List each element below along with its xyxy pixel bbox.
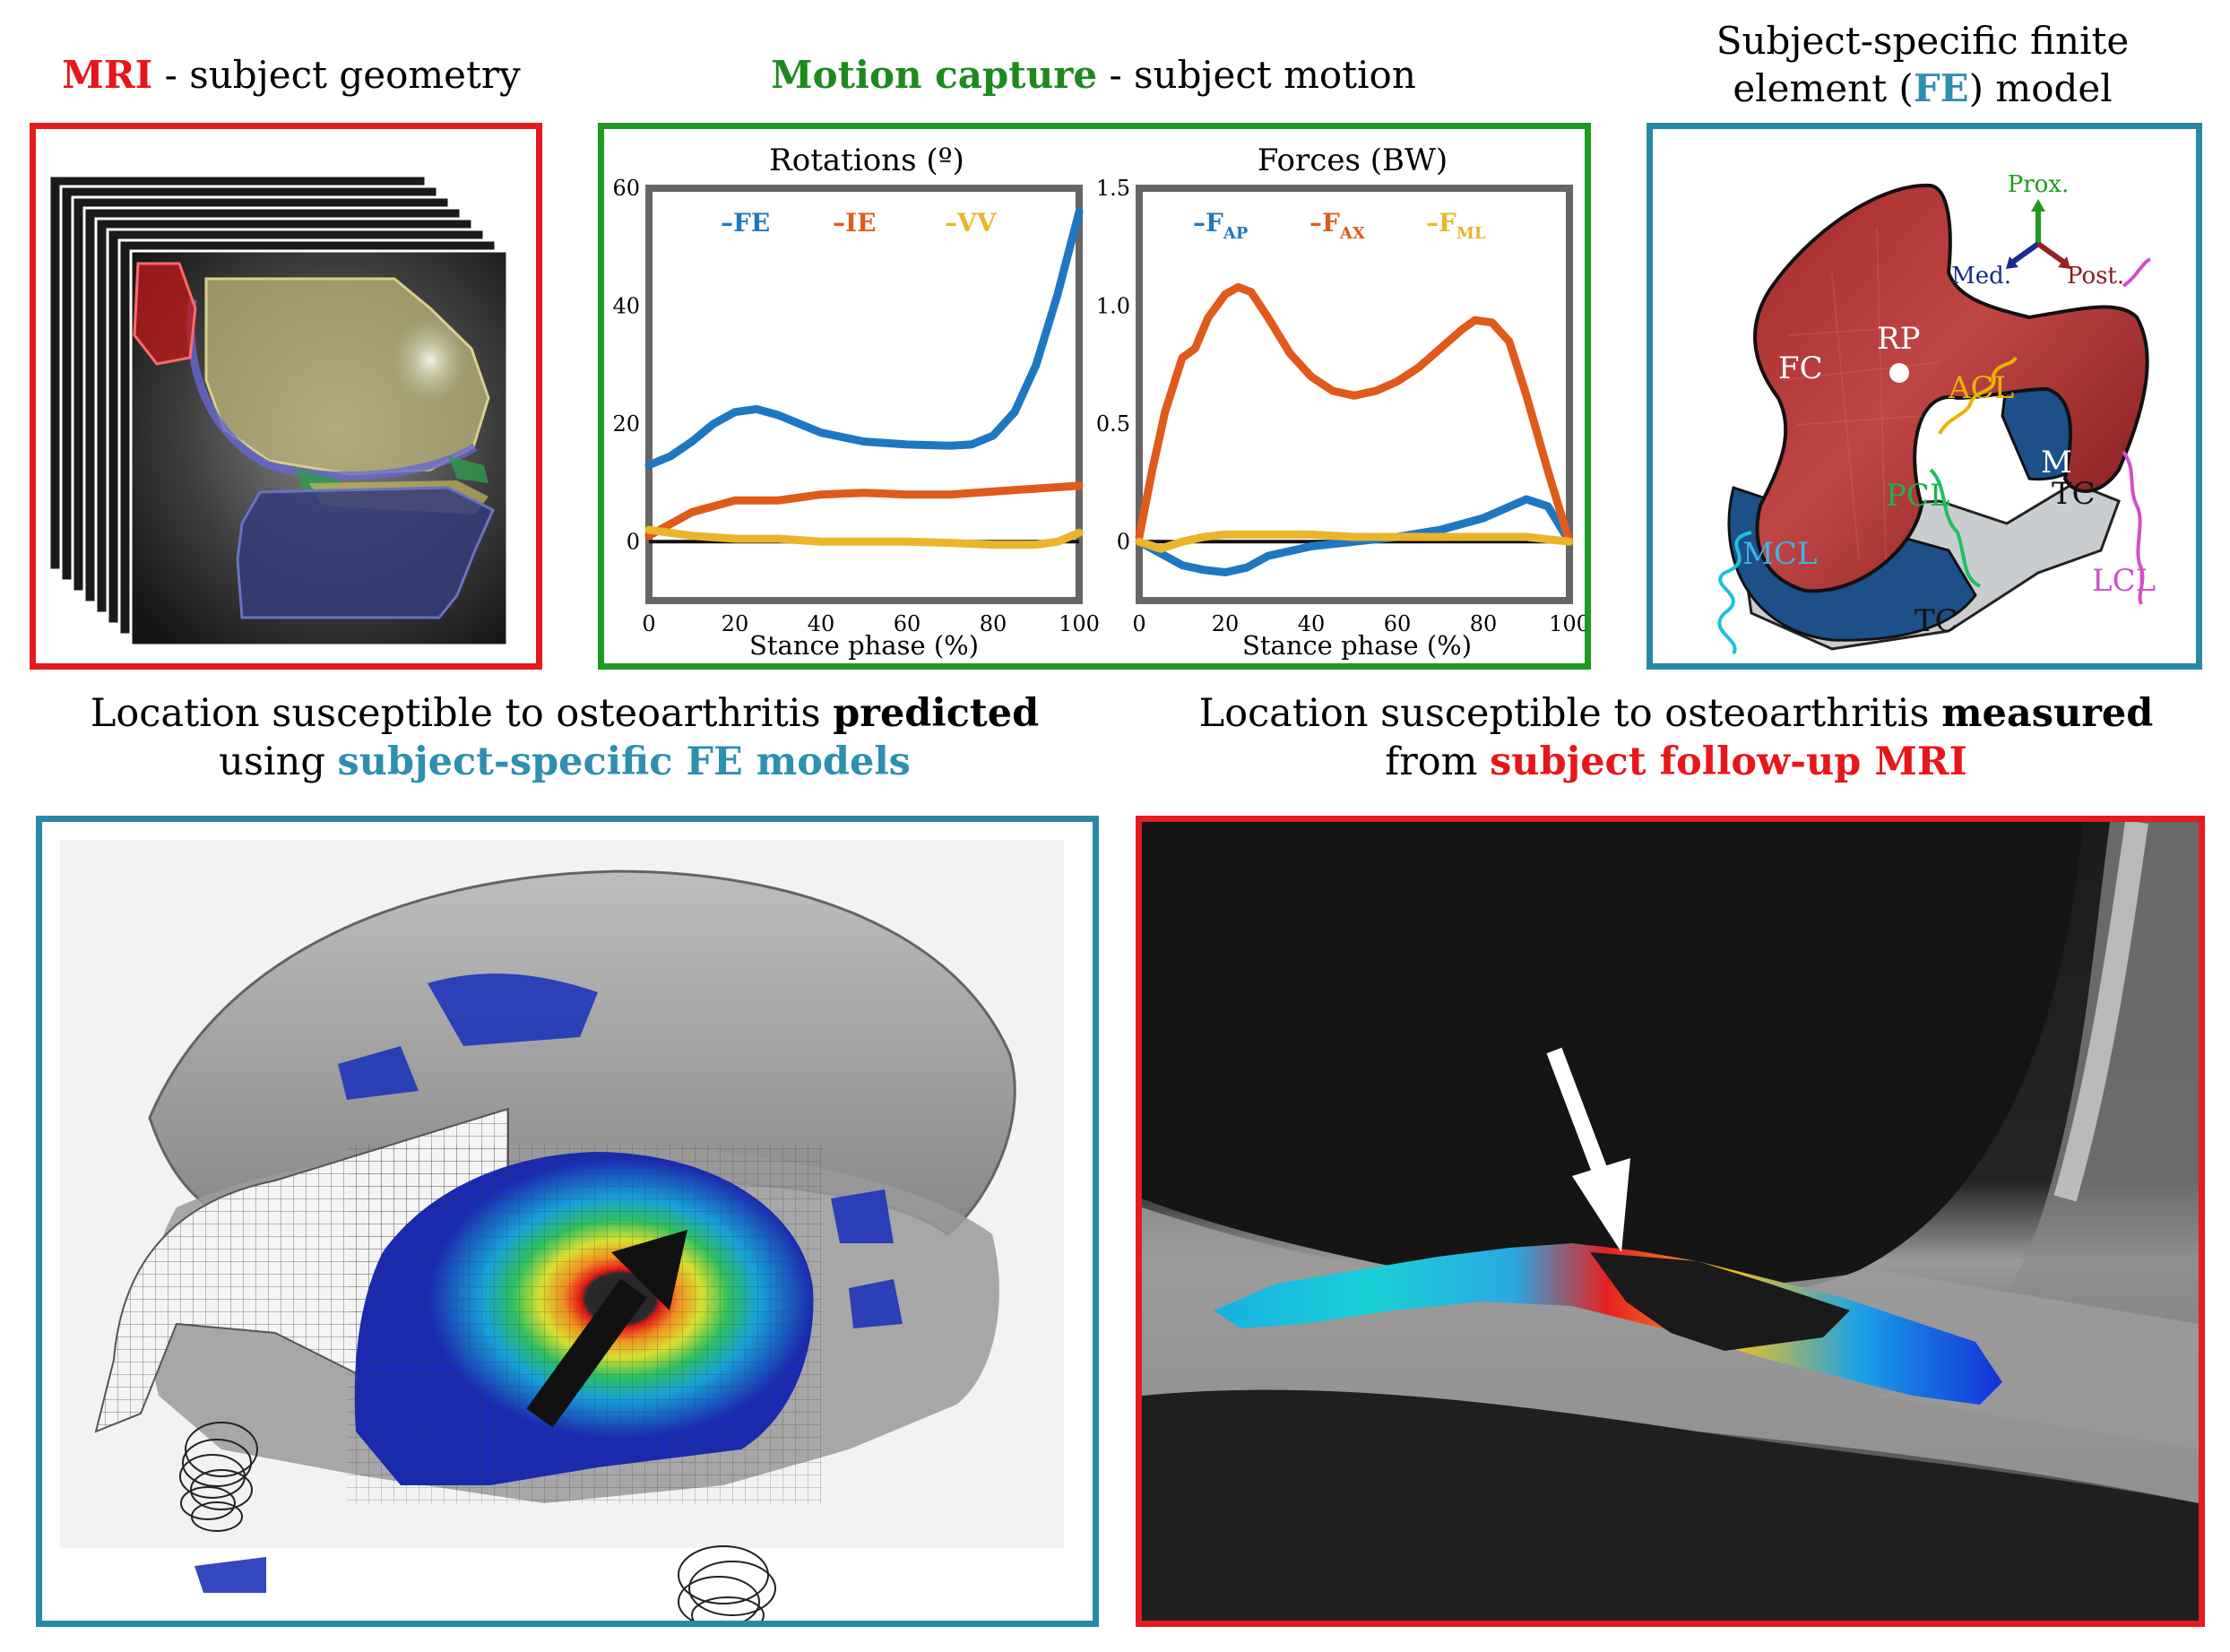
measured-arrow [1546, 1047, 1612, 1184]
x-tick-label: 100 [1059, 611, 1100, 636]
y-tick-label: 1.0 [1096, 293, 1130, 318]
x-tick-label: 20 [1212, 611, 1240, 636]
fe-label-acl: ACL [1948, 370, 2014, 406]
title-predicted: Location susceptible to osteoarthritis p… [27, 690, 1102, 787]
x-tick-label: 80 [980, 611, 1007, 636]
x-tick-label: 40 [808, 611, 835, 636]
fe-label-lcl: LCL [2092, 563, 2156, 599]
fe-label-mcl: MCL [1742, 536, 1817, 572]
fe-label-med: Med. [1951, 263, 2011, 290]
fe-label-post: Post. [2067, 263, 2124, 290]
predicted-arrow [526, 1278, 647, 1428]
fe-label-fc: FC [1778, 350, 1823, 386]
fe-label-rp: RP [1877, 321, 1920, 357]
rotations-chart: Rotations (º) 0 20 40 60 80 100 0 20 40 60 –FE –IE… [612, 143, 1099, 661]
x-tick-label: 100 [1549, 611, 1585, 636]
legend-entry-ml: –FML [1426, 208, 1486, 243]
fe-model-panel: Prox. Med. Post. FC RP ACL PCL MCL M TC … [1647, 123, 2202, 670]
y-tick-label: 40 [612, 293, 640, 318]
chart-forces-xlabel: Stance phase (%) [1242, 630, 1472, 661]
series-line-ie [644, 481, 1084, 541]
series-line-fe [644, 207, 1084, 470]
measured-mri-image [1142, 820, 2199, 1621]
fe-label-prox: Prox. [2008, 171, 2070, 198]
motion-panel: Rotations (º) 0 20 40 60 80 100 0 20 40 60 –FE –IE… [598, 123, 1591, 670]
title-measured-line2: from subject follow-up MRI [1385, 739, 1967, 784]
motion-charts: Rotations (º) 0 20 40 60 80 100 0 20 40 60 –FE –IE… [612, 143, 1590, 661]
measured-mri-panel [1136, 816, 2205, 1627]
title-predicted-line1: Location susceptible to osteoarthritis p… [90, 691, 1040, 736]
legend-entry-vv: –VV [945, 208, 998, 238]
title-motion-highlight: Motion capture [771, 53, 1098, 97]
series-line-ax [1135, 282, 1574, 546]
predicted-fe-image [42, 822, 1093, 1634]
title-predicted-line2: using subject-specific FE models [219, 739, 911, 784]
y-tick-label: 0 [1117, 529, 1130, 554]
chart-forces-frame [1136, 185, 1573, 604]
series-line-vv [644, 525, 1084, 549]
title-fe-line1: Subject-specific finite [1716, 19, 2130, 63]
forces-chart: Forces (BW) 0 20 40 60 80 100 0 0.5 1.0 1.5 –FAP –… [1096, 143, 1590, 661]
fe-label-tc2: TC [1915, 603, 1958, 639]
title-motion-rest: - subject motion [1097, 53, 1416, 97]
mri-stack-image [48, 174, 509, 647]
chart-forces-title: Forces (BW) [1258, 143, 1448, 178]
series-line-ap [1135, 495, 1574, 576]
y-tick-label: 1.5 [1096, 176, 1130, 201]
x-tick-label: 0 [1132, 611, 1145, 636]
legend-entry-ax: –FAX [1309, 208, 1365, 243]
legend-entry-fe: –FE [721, 208, 770, 238]
title-mri-rest: - subject geometry [152, 53, 521, 97]
y-tick-label: 0 [627, 529, 640, 554]
mri-panel [30, 123, 542, 670]
chart-rotations-xlabel: Stance phase (%) [749, 630, 979, 661]
rp-marker [1889, 363, 1909, 383]
title-mri-highlight: MRI [62, 53, 153, 97]
title-measured: Location susceptible to osteoarthritis m… [1138, 690, 2214, 787]
y-tick-label: 0.5 [1096, 411, 1130, 437]
series-line-ml [1135, 530, 1574, 553]
y-tick-label: 60 [612, 176, 640, 201]
legend-entry-ap: –FAP [1193, 208, 1249, 243]
x-tick-label: 20 [722, 611, 749, 636]
title-fe-line2: element (FE) model [1733, 65, 2113, 110]
fe-model-image: Prox. Med. Post. FC RP ACL PCL MCL M TC … [1717, 171, 2156, 655]
x-tick-label: 40 [1298, 611, 1326, 636]
title-motion: Motion capture - subject motion [601, 52, 1586, 99]
predicted-fe-panel [36, 816, 1099, 1634]
chart-rotations-frame [645, 185, 1083, 604]
fe-label-m: M [2041, 445, 2072, 480]
x-tick-label: 0 [642, 611, 655, 636]
title-fe: Subject-specific finite element (FE) mod… [1640, 18, 2205, 112]
x-tick-label: 60 [894, 611, 921, 636]
x-tick-label: 60 [1384, 611, 1412, 636]
title-mri: MRI - subject geometry [27, 52, 556, 99]
fe-label-pcl: PCL [1886, 478, 1949, 514]
fe-label-tc1: TC [2052, 476, 2096, 512]
title-measured-line1: Location susceptible to osteoarthritis m… [1198, 691, 2154, 736]
y-tick-label: 20 [612, 411, 640, 437]
x-tick-label: 80 [1470, 611, 1498, 636]
chart-rotations-title: Rotations (º) [769, 143, 964, 178]
legend-entry-ie: –IE [833, 208, 876, 238]
